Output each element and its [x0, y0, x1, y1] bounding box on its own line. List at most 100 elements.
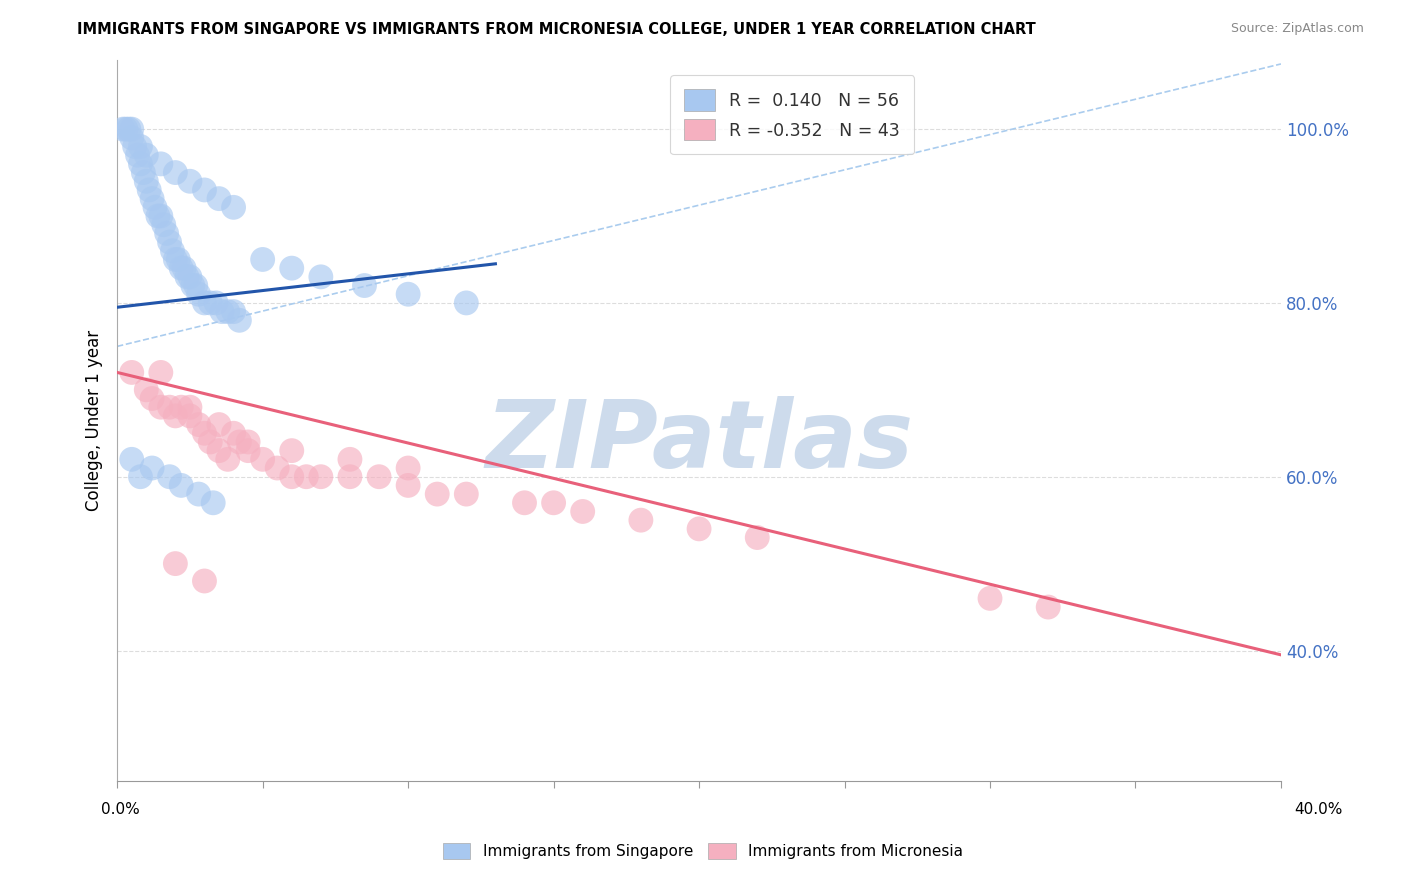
Text: 40.0%: 40.0%	[1295, 802, 1343, 816]
Point	[127, 148, 149, 162]
Point	[156, 227, 179, 241]
Point	[159, 235, 181, 249]
Point	[456, 487, 478, 501]
Point	[138, 183, 160, 197]
Legend: Immigrants from Singapore, Immigrants from Micronesia: Immigrants from Singapore, Immigrants fr…	[436, 835, 970, 866]
Point	[193, 426, 215, 441]
Point	[202, 496, 225, 510]
Point	[184, 278, 207, 293]
Point	[170, 400, 193, 414]
Point	[543, 496, 565, 510]
Point	[135, 148, 157, 162]
Point	[143, 200, 166, 214]
Point	[149, 157, 172, 171]
Point	[135, 383, 157, 397]
Point	[217, 452, 239, 467]
Point	[165, 165, 187, 179]
Point	[228, 313, 250, 327]
Point	[159, 400, 181, 414]
Point	[121, 452, 143, 467]
Point	[200, 296, 222, 310]
Point	[176, 269, 198, 284]
Point	[252, 252, 274, 267]
Point	[339, 469, 361, 483]
Point	[135, 174, 157, 188]
Point	[309, 469, 332, 483]
Point	[187, 417, 209, 432]
Point	[170, 478, 193, 492]
Point	[208, 192, 231, 206]
Point	[396, 478, 419, 492]
Point	[129, 157, 152, 171]
Point	[368, 469, 391, 483]
Point	[281, 443, 304, 458]
Point	[152, 218, 174, 232]
Point	[129, 469, 152, 483]
Point	[129, 139, 152, 153]
Point	[179, 400, 201, 414]
Point	[141, 192, 163, 206]
Point	[228, 434, 250, 449]
Point	[309, 269, 332, 284]
Point	[211, 304, 233, 318]
Point	[353, 278, 375, 293]
Point	[179, 269, 201, 284]
Point	[747, 531, 769, 545]
Point	[222, 426, 245, 441]
Point	[193, 574, 215, 588]
Point	[132, 165, 155, 179]
Point	[208, 443, 231, 458]
Point	[193, 296, 215, 310]
Point	[115, 122, 138, 136]
Point	[181, 278, 204, 293]
Point	[167, 252, 190, 267]
Point	[179, 409, 201, 423]
Point	[121, 366, 143, 380]
Point	[979, 591, 1001, 606]
Text: ZIPatlas: ZIPatlas	[485, 396, 912, 488]
Point	[170, 261, 193, 276]
Point	[165, 252, 187, 267]
Point	[339, 452, 361, 467]
Point	[513, 496, 536, 510]
Point	[252, 452, 274, 467]
Point	[149, 366, 172, 380]
Text: IMMIGRANTS FROM SINGAPORE VS IMMIGRANTS FROM MICRONESIA COLLEGE, UNDER 1 YEAR CO: IMMIGRANTS FROM SINGAPORE VS IMMIGRANTS …	[77, 22, 1036, 37]
Text: Source: ZipAtlas.com: Source: ZipAtlas.com	[1230, 22, 1364, 36]
Point	[236, 443, 259, 458]
Point	[187, 287, 209, 301]
Y-axis label: College, Under 1 year: College, Under 1 year	[86, 330, 103, 511]
Point	[266, 461, 288, 475]
Point	[118, 122, 141, 136]
Point	[165, 409, 187, 423]
Point	[159, 469, 181, 483]
Point	[149, 209, 172, 223]
Point	[187, 487, 209, 501]
Point	[141, 461, 163, 475]
Point	[571, 504, 593, 518]
Point	[111, 122, 134, 136]
Point	[165, 557, 187, 571]
Point	[205, 296, 228, 310]
Point	[630, 513, 652, 527]
Point	[179, 174, 201, 188]
Point	[121, 122, 143, 136]
Point	[173, 261, 195, 276]
Point	[149, 400, 172, 414]
Point	[208, 417, 231, 432]
Point	[146, 209, 169, 223]
Text: 0.0%: 0.0%	[101, 802, 141, 816]
Point	[396, 287, 419, 301]
Point	[295, 469, 318, 483]
Point	[1038, 600, 1060, 615]
Point	[688, 522, 710, 536]
Legend: R =  0.140   N = 56, R = -0.352   N = 43: R = 0.140 N = 56, R = -0.352 N = 43	[671, 76, 914, 154]
Point	[222, 304, 245, 318]
Point	[281, 261, 304, 276]
Point	[162, 244, 184, 258]
Point	[217, 304, 239, 318]
Point	[396, 461, 419, 475]
Point	[121, 130, 143, 145]
Point	[141, 392, 163, 406]
Point	[193, 183, 215, 197]
